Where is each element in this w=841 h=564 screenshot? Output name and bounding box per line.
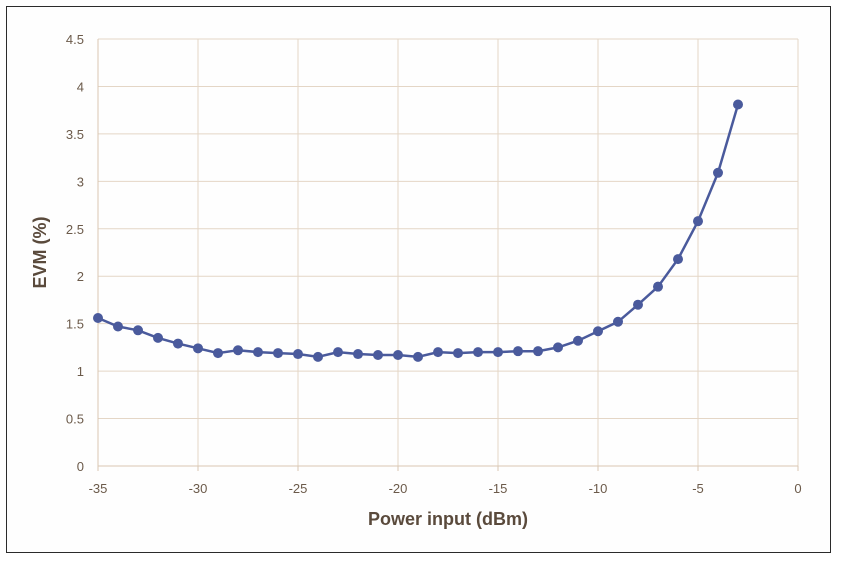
data-point [413,351,423,362]
data-point [153,332,163,343]
data-point [313,351,323,362]
x-tick-label: -10 [589,481,608,496]
data-point [93,312,103,323]
data-point [173,338,183,349]
data-point [273,348,283,359]
grid [98,38,799,466]
y-tick-label: 0 [77,459,84,474]
data-point [133,325,143,336]
data-point [293,349,303,360]
data-point [473,347,483,358]
data-point [593,326,603,337]
x-tick-label: -20 [389,481,408,496]
x-tick-label: -35 [89,481,108,496]
data-point [713,167,723,178]
y-tick-label: 3 [77,174,84,189]
y-tick-label: 2.5 [66,222,84,237]
x-tick-label: -5 [692,481,704,496]
data-point [253,347,263,358]
data-point [393,349,403,360]
data-point [613,316,623,327]
data-point [353,349,363,360]
data-point [493,347,503,358]
y-axis-title: EVM (%) [30,216,50,288]
data-point [113,321,123,332]
y-tick-label: 3.5 [66,127,84,142]
data-point [733,99,743,110]
data-point [653,281,663,292]
data-point [513,346,523,357]
x-tick-label: 0 [794,481,801,496]
data-point [373,349,383,360]
x-axis-title: Power input (dBm) [368,509,528,529]
y-tick-label: 4 [77,79,84,94]
series-line [97,104,740,359]
chart-frame [6,6,831,553]
data-point [433,347,443,358]
y-tick-label: 0.5 [66,412,84,427]
data-point [453,348,463,359]
series [93,99,743,362]
y-tick-label: 1.5 [66,317,84,332]
data-point [693,216,703,227]
data-point [213,348,223,359]
tick-labels: 0 0.5 1 1.5 2 2.5 3 3.5 4 4.5 -35 -30 -25 -20 -15 -10 -5… [66,32,802,496]
data-point [333,347,343,358]
data-point [533,346,543,357]
data-point [573,335,583,346]
y-tick-label: 4.5 [66,32,84,47]
data-point [553,342,563,353]
x-tick-label: -15 [489,481,508,496]
y-tick-label: 1 [77,364,84,379]
data-point [633,299,643,310]
y-tick-label: 2 [77,269,84,284]
x-tick-label: -25 [289,481,308,496]
x-tick-label: -30 [189,481,208,496]
data-point [193,343,203,354]
data-point [233,345,243,356]
axes [97,39,799,471]
data-point [673,254,683,265]
